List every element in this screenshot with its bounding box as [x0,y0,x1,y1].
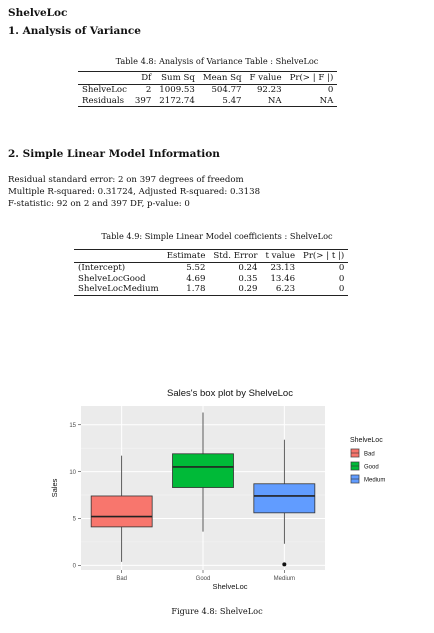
legend-label: Medium [364,478,385,484]
figure-caption: Figure 4.8: ShelveLoc [171,606,263,616]
table-cell: 0.29 [238,284,258,294]
table-cell: 0 [338,284,345,294]
table-cell: 504.77 [211,85,242,95]
table-cell: 4.69 [186,273,206,284]
table-row: (Intercept) 5.52 0.24 23.13 0 [74,263,348,274]
table-cell: Residuals [82,95,125,106]
x-tick-label: Medium [274,576,295,582]
column-header: t value [265,251,296,261]
table-cell: 0 [338,273,345,284]
table-cell: 5.47 [222,95,242,106]
model-info-line: Multiple R-squared: 0.31724, Adjusted R-… [8,187,261,197]
y-tick-label: 15 [69,423,76,429]
table-cell: 6.23 [275,284,296,294]
column-header: Pr(> | F |) [289,73,334,83]
section-heading-anova: 1. Analysis of Variance [8,25,141,37]
anova-table-caption: Table 4.8: Analysis of Variance Table : … [115,56,319,66]
table-cell: 1.78 [186,284,206,294]
column-header [78,72,131,85]
table-cell: NA [267,95,282,106]
table-cell: 0.24 [238,263,258,273]
table-cell: 0 [338,263,345,273]
chart-title: Sales's box plot by ShelveLoc [167,388,293,399]
table-row: ShelveLoc 2 1009.53 504.77 92.23 0 [78,85,337,96]
table-cell: 1009.53 [159,85,195,95]
table-cell: 5.52 [186,263,206,273]
anova-table: Df Sum Sq Mean Sq F value Pr(> | F |) Sh… [78,71,338,107]
table-row: ShelveLocGood 4.69 0.35 13.46 0 [74,274,348,285]
legend-label: Bad [364,452,375,458]
x-tick-label: Bad [116,576,127,582]
column-header: Estimate [166,251,206,261]
boxes [90,412,316,567]
table-cell: ShelveLoc [82,85,127,95]
coef-table-caption: Table 4.9: Simple Linear Model coefficie… [101,231,333,241]
document-title: ShelveLoc [8,7,68,19]
y-tick-label: 5 [73,517,77,523]
table-cell: ShelveLocMedium [78,284,159,294]
legend-label: Good [364,465,379,471]
y-tick-label: 10 [69,470,76,476]
outlier-point [282,562,287,567]
column-header: Mean Sq [202,73,242,83]
legend: ShelveLoc Bad Good Medium [350,437,385,484]
y-axis-label: Sales [50,478,59,497]
model-info-line: Residual standard error: 2 on 397 degree… [8,175,244,185]
column-header: Sum Sq [161,73,195,83]
sales-box-plot: Sales's box plot by ShelveLoc 0 5 10 15 Bad… [50,388,385,591]
column-header [74,250,163,263]
column-header: F value [249,73,282,83]
table-header-row: Estimate Std. Error t value Pr(> | t |) [74,250,349,263]
section-heading-linear-model: 2. Simple Linear Model Information [8,148,220,160]
table-cell: 2 [145,85,152,95]
table-cell: 0 [327,85,334,95]
column-header: Pr(> | t |) [303,251,345,261]
y-tick-label: 0 [73,564,77,570]
table-cell: 92.23 [256,85,282,95]
table-header-row: Df Sum Sq Mean Sq F value Pr(> | F |) [78,72,338,85]
x-axis: Bad Good Medium [116,570,295,582]
model-info-line: F-statistic: 92 on 2 and 397 DF, p-value… [8,199,190,209]
box-good [172,453,234,488]
table-cell: 397 [134,95,152,106]
table-cell: 2172.74 [159,95,195,106]
y-axis: 0 5 10 15 [69,423,81,570]
column-header: Df [141,73,152,83]
x-tick-label: Good [196,576,211,582]
table-cell: 13.46 [270,273,296,284]
box-bad [90,495,153,528]
table-row: ShelveLocMedium 1.78 0.29 6.23 0 [74,284,348,295]
x-axis-label: ShelveLoc [212,582,247,591]
legend-title: ShelveLoc [350,437,383,444]
table-cell: NA [319,95,334,106]
table-cell: 23.13 [270,263,296,273]
coefficients-table: Estimate Std. Error t value Pr(> | t |) … [74,249,349,296]
table-cell: 0.35 [238,273,258,284]
column-header: Std. Error [213,251,258,261]
table-cell: ShelveLocGood [78,273,146,284]
table-row: Residuals 397 2172.74 5.47 NA NA [78,96,337,107]
box-medium [253,483,316,514]
table-cell: (Intercept) [78,263,126,273]
